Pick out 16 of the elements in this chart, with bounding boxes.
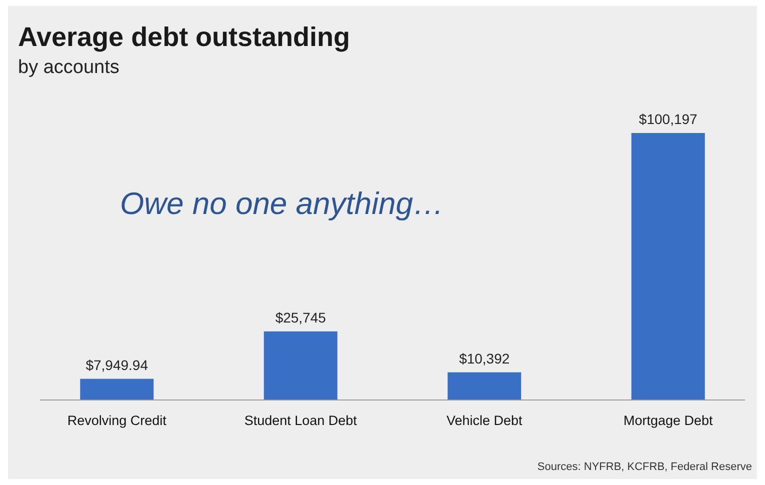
chart-subtitle: by accounts (18, 57, 120, 78)
data-label: $7,949.94 (86, 356, 148, 373)
data-label: $25,745 (275, 309, 326, 326)
bar (448, 372, 522, 400)
bar (264, 331, 338, 400)
data-label: $100,197 (638, 111, 698, 127)
bar (80, 378, 154, 400)
x-tick-label: Revolving Credit (67, 413, 167, 428)
x-tick-label: Student Loan Debt (244, 413, 358, 428)
bar (631, 133, 705, 400)
source-note: Sources: NYFRB, KCFRB, Federal Reserve (537, 461, 752, 473)
x-tick-label: Vehicle Debt (446, 413, 523, 428)
chart-title: Average debt outstanding (18, 22, 350, 52)
annotation: Owe no one anything… (120, 186, 444, 221)
data-label: $10,392 (459, 350, 510, 366)
x-tick-label: Mortgage Debt (623, 413, 714, 428)
